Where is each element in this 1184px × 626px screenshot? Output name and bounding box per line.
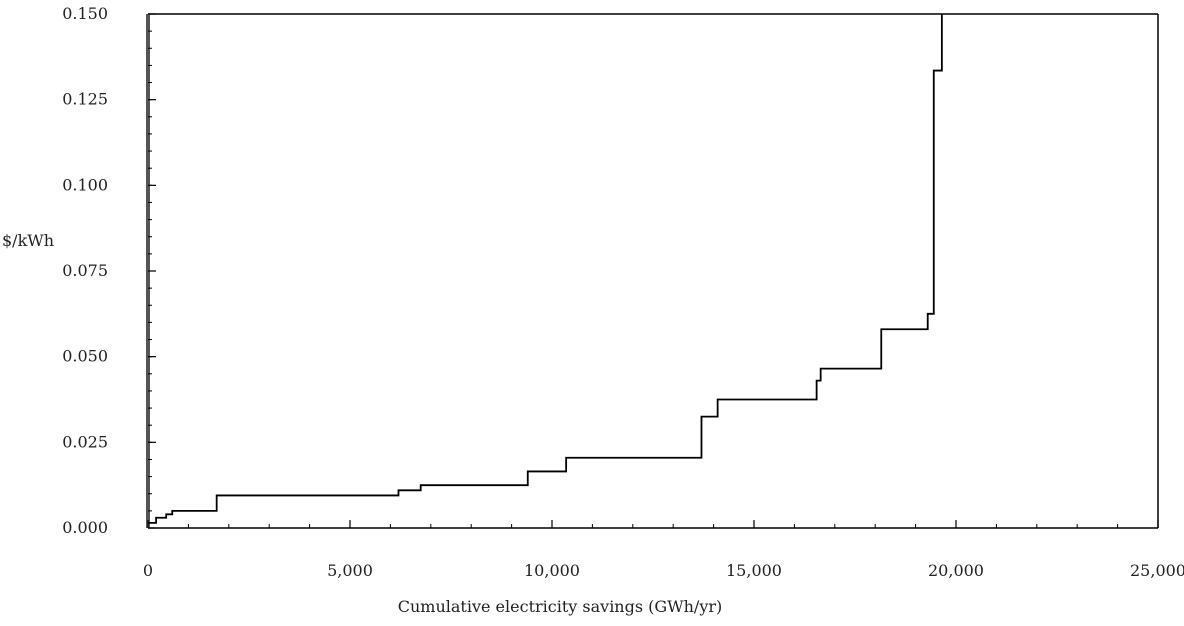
step-point bbox=[880, 328, 882, 330]
y-axis-title: $/kWh bbox=[2, 231, 54, 250]
supply-curve-series-0 bbox=[148, 14, 943, 524]
x-tick-label: 10,000 bbox=[524, 561, 580, 580]
x-axis-title: Cumulative electricity savings (GWh/yr) bbox=[398, 597, 723, 616]
y-tick-label: 0.125 bbox=[62, 90, 108, 109]
x-tick-label: 5,000 bbox=[327, 561, 373, 580]
step-point bbox=[171, 510, 173, 512]
step-point bbox=[420, 484, 422, 486]
y-tick-label: 0.050 bbox=[62, 347, 108, 366]
x-axis-ticks: 0 5,000 10,000 15,000 20,000 25,000 bbox=[143, 520, 1184, 580]
step-point bbox=[941, 13, 943, 15]
y-axis-ticks: 0.000 0.025 0.050 0.075 0.100 0.125 0.150 bbox=[62, 4, 156, 537]
y-tick-label: 0.100 bbox=[62, 175, 108, 194]
y-tick-label: 0.075 bbox=[62, 261, 108, 280]
step-point bbox=[565, 457, 567, 459]
step-point bbox=[147, 522, 149, 524]
step-point bbox=[933, 69, 935, 72]
step-point bbox=[717, 398, 719, 401]
x-tick-label: 15,000 bbox=[726, 561, 782, 580]
step-point bbox=[527, 470, 529, 473]
plot-frame bbox=[146, 13, 1159, 529]
y-tick-label: 0.000 bbox=[62, 518, 108, 537]
step-point bbox=[820, 368, 822, 370]
series-layer bbox=[147, 13, 943, 524]
step-point bbox=[700, 416, 703, 418]
step-point bbox=[927, 313, 929, 315]
step-point bbox=[155, 517, 157, 519]
step-point bbox=[216, 494, 218, 497]
x-tick-label: 0 bbox=[143, 561, 153, 580]
x-tick-label: 20,000 bbox=[928, 561, 984, 580]
y-tick-label: 0.025 bbox=[62, 432, 108, 451]
step-point bbox=[397, 489, 400, 491]
step-point bbox=[816, 380, 818, 382]
y-tick-label: 0.150 bbox=[62, 4, 108, 23]
step-point bbox=[165, 513, 167, 515]
x-tick-label: 25,000 bbox=[1130, 561, 1184, 580]
